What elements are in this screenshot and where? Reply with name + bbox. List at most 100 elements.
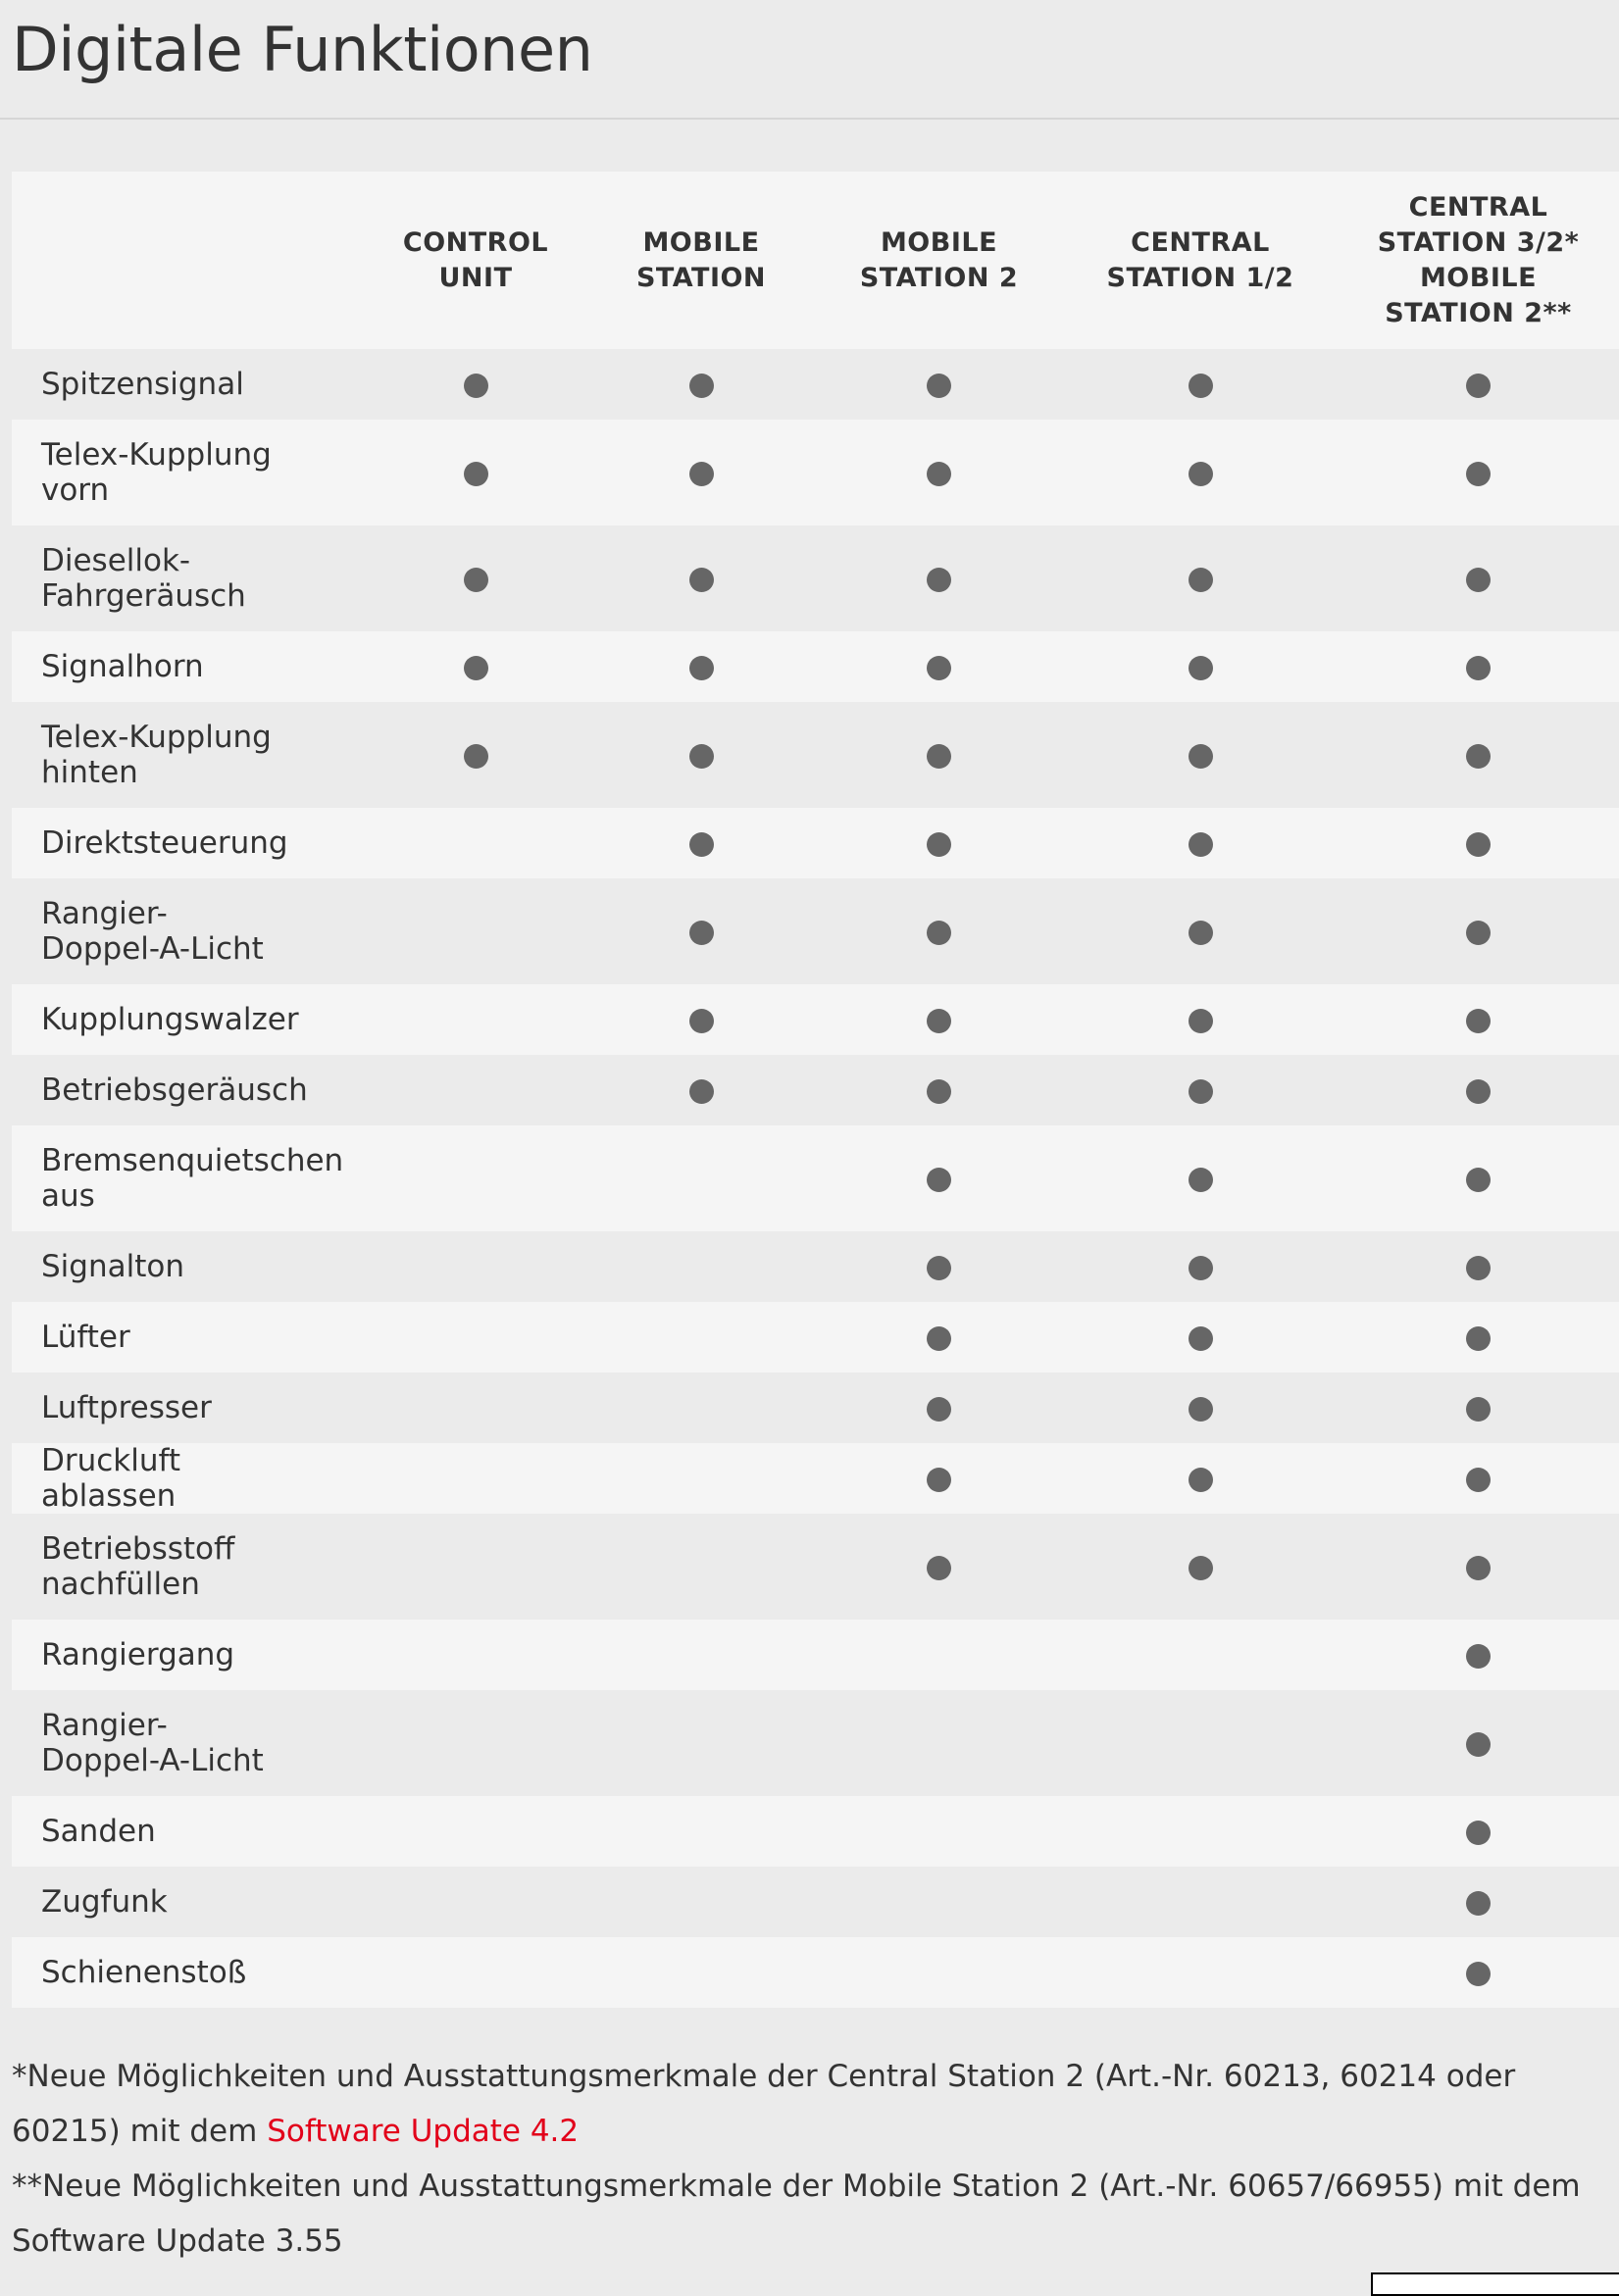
table-row: Signalhorn <box>12 631 1619 702</box>
support-cell <box>815 1125 1063 1231</box>
support-cell <box>1338 1514 1619 1620</box>
supported-dot-icon <box>1466 1397 1491 1422</box>
support-cell <box>1338 1302 1619 1373</box>
table-row: Rangiergang <box>12 1620 1619 1690</box>
function-name: Luftpresser <box>41 1390 212 1425</box>
table-row: Betriebsgeräusch <box>12 1055 1619 1125</box>
supported-dot-icon <box>1466 568 1491 592</box>
support-cell <box>364 1620 587 1690</box>
support-cell <box>587 1302 815 1373</box>
table-row: Direktsteuerung <box>12 808 1619 878</box>
function-name: Bremsenquietschen aus <box>41 1143 344 1214</box>
support-cell <box>364 1867 587 1937</box>
supported-dot-icon <box>927 568 951 592</box>
supported-dot-icon <box>927 1397 951 1422</box>
support-cell <box>1338 984 1619 1055</box>
support-cell <box>1338 1867 1619 1937</box>
support-cell <box>1338 702 1619 808</box>
function-name: Schienenstoß <box>41 1955 247 1990</box>
function-name: Signalton <box>41 1249 184 1284</box>
column-header-line: STATION 2 <box>859 262 1019 293</box>
support-cell <box>815 1231 1063 1302</box>
support-cell <box>364 1443 587 1514</box>
supported-dot-icon <box>1466 832 1491 857</box>
table-row: Bremsenquietschen aus <box>12 1125 1619 1231</box>
supported-dot-icon <box>927 1468 951 1492</box>
support-cell <box>1063 702 1338 808</box>
supported-dot-icon <box>927 1556 951 1580</box>
support-cell <box>364 1690 587 1796</box>
supported-dot-icon <box>463 744 488 769</box>
supported-dot-icon <box>927 744 951 769</box>
software-update-4-2-link[interactable]: Software Update 4.2 <box>267 2114 580 2149</box>
table-row: Telex-Kupplung hinten <box>12 702 1619 808</box>
supported-dot-icon <box>1188 832 1213 857</box>
table-row: Rangier-Doppel-A-Licht <box>12 878 1619 984</box>
support-cell <box>815 420 1063 525</box>
support-cell <box>1063 1690 1338 1796</box>
supported-dot-icon <box>927 1256 951 1280</box>
supported-dot-icon <box>1466 1168 1491 1192</box>
function-name: Signalhorn <box>41 649 204 684</box>
supported-dot-icon <box>1466 1962 1491 1986</box>
supported-dot-icon <box>1466 1556 1491 1580</box>
support-cell <box>815 984 1063 1055</box>
supported-dot-icon <box>688 1009 714 1033</box>
support-cell <box>815 1690 1063 1796</box>
column-header: MOBILE STATION <box>587 172 815 349</box>
column-header-line: CENTRAL <box>1131 226 1270 258</box>
supported-dot-icon <box>1466 921 1491 945</box>
support-cell <box>587 1937 815 2008</box>
support-cell <box>587 1231 815 1302</box>
column-header-line: STATION 2** <box>1385 297 1572 328</box>
column-header-line: CONTROL <box>402 226 549 258</box>
supported-dot-icon <box>1466 656 1491 680</box>
support-cell <box>364 631 587 702</box>
support-cell <box>815 1937 1063 2008</box>
page-title: Digitale Funktionen <box>12 14 593 85</box>
column-header-line: STATION 3/2* <box>1377 226 1580 258</box>
supported-dot-icon <box>1188 1556 1213 1580</box>
supported-dot-icon <box>1466 1326 1491 1351</box>
supported-dot-icon <box>927 462 951 486</box>
function-name: Lüfter <box>41 1320 130 1355</box>
table-row: Spitzensignal <box>12 349 1619 420</box>
supported-dot-icon <box>927 374 951 398</box>
divider <box>0 118 1619 120</box>
footnote-2: **Neue Möglichkeiten und Ausstattungsmer… <box>12 2169 1581 2259</box>
table-row: Rangier-Doppel-A-Licht <box>12 1690 1619 1796</box>
support-cell <box>1338 808 1619 878</box>
support-cell <box>815 1796 1063 1867</box>
supported-dot-icon <box>1466 374 1491 398</box>
support-cell <box>364 702 587 808</box>
function-name: Telex-Kupplung vorn <box>41 437 272 508</box>
supported-dot-icon <box>1188 1009 1213 1033</box>
support-cell <box>587 349 815 420</box>
support-cell <box>364 349 587 420</box>
supported-dot-icon <box>1188 1256 1213 1280</box>
supported-dot-icon <box>1188 1168 1213 1192</box>
support-cell <box>1338 631 1619 702</box>
column-header-line: MOBILE <box>1419 262 1538 293</box>
support-cell <box>1063 1514 1338 1620</box>
table-row: Sanden <box>12 1796 1619 1867</box>
supported-dot-icon <box>1188 921 1213 945</box>
support-cell <box>587 1125 815 1231</box>
table-row: Schienenstoß <box>12 1937 1619 2008</box>
support-cell <box>815 1514 1063 1620</box>
support-cell <box>1338 349 1619 420</box>
supported-dot-icon <box>1188 1079 1213 1104</box>
support-cell <box>1063 808 1338 878</box>
support-cell <box>1338 1055 1619 1125</box>
supported-dot-icon <box>688 921 714 945</box>
support-cell <box>364 878 587 984</box>
support-cell <box>364 1231 587 1302</box>
support-cell <box>364 1373 587 1443</box>
supported-dot-icon <box>463 568 488 592</box>
support-cell <box>815 808 1063 878</box>
support-cell <box>1063 1055 1338 1125</box>
supported-dot-icon <box>1188 744 1213 769</box>
support-cell <box>1063 1867 1338 1937</box>
support-cell <box>364 1937 587 2008</box>
supported-dot-icon <box>1466 1468 1491 1492</box>
